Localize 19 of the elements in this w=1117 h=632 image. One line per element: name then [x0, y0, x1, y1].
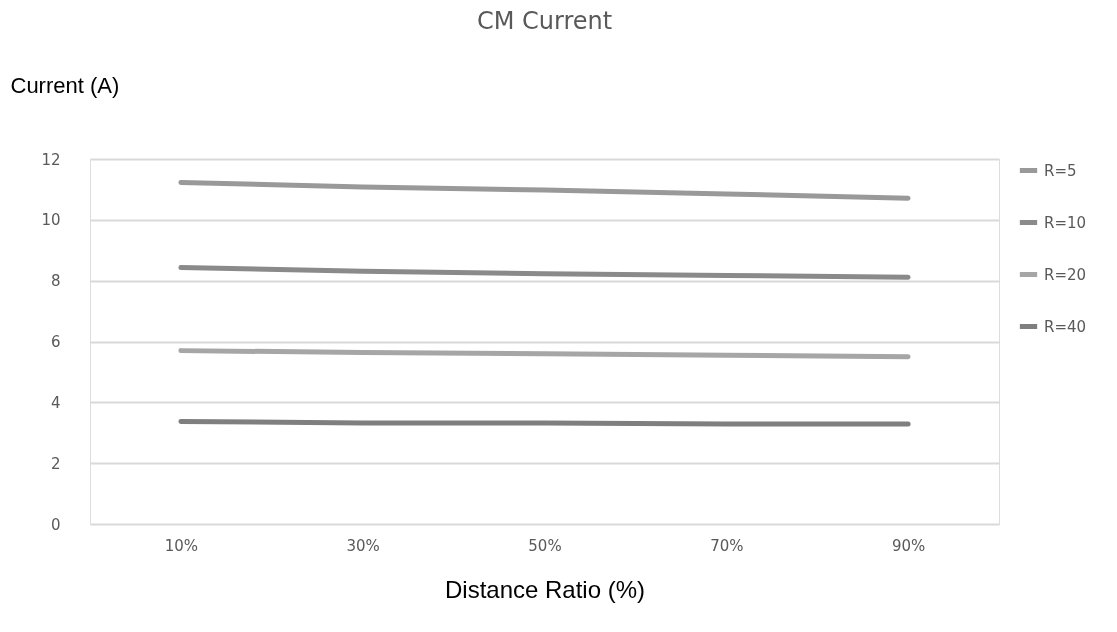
- legend-label: R=10: [1044, 213, 1087, 232]
- y-tick-label: 0: [50, 515, 61, 534]
- legend-label: R=20: [1044, 265, 1087, 284]
- x-tick-label: 90%: [891, 536, 926, 555]
- x-tick-label: 50%: [528, 536, 562, 555]
- chart-title: CM Current: [476, 7, 613, 35]
- y-axis-title: Current (A): [10, 72, 120, 98]
- x-tick-label: 70%: [710, 536, 744, 555]
- legend-label: R=40: [1044, 317, 1087, 336]
- x-tick-label: 30%: [346, 536, 380, 555]
- y-tick-label: 10: [41, 211, 61, 230]
- x-axis-title: Distance Ratio (%): [444, 575, 646, 603]
- y-tick-label: 2: [50, 454, 61, 473]
- y-tick-label: 6: [50, 333, 61, 351]
- legend-label: R=5: [1044, 161, 1077, 180]
- y-tick-label: 8: [50, 272, 61, 291]
- y-tick-label: 12: [41, 150, 61, 169]
- y-tick-label: 4: [50, 393, 61, 412]
- x-tick-label: 10%: [164, 536, 199, 555]
